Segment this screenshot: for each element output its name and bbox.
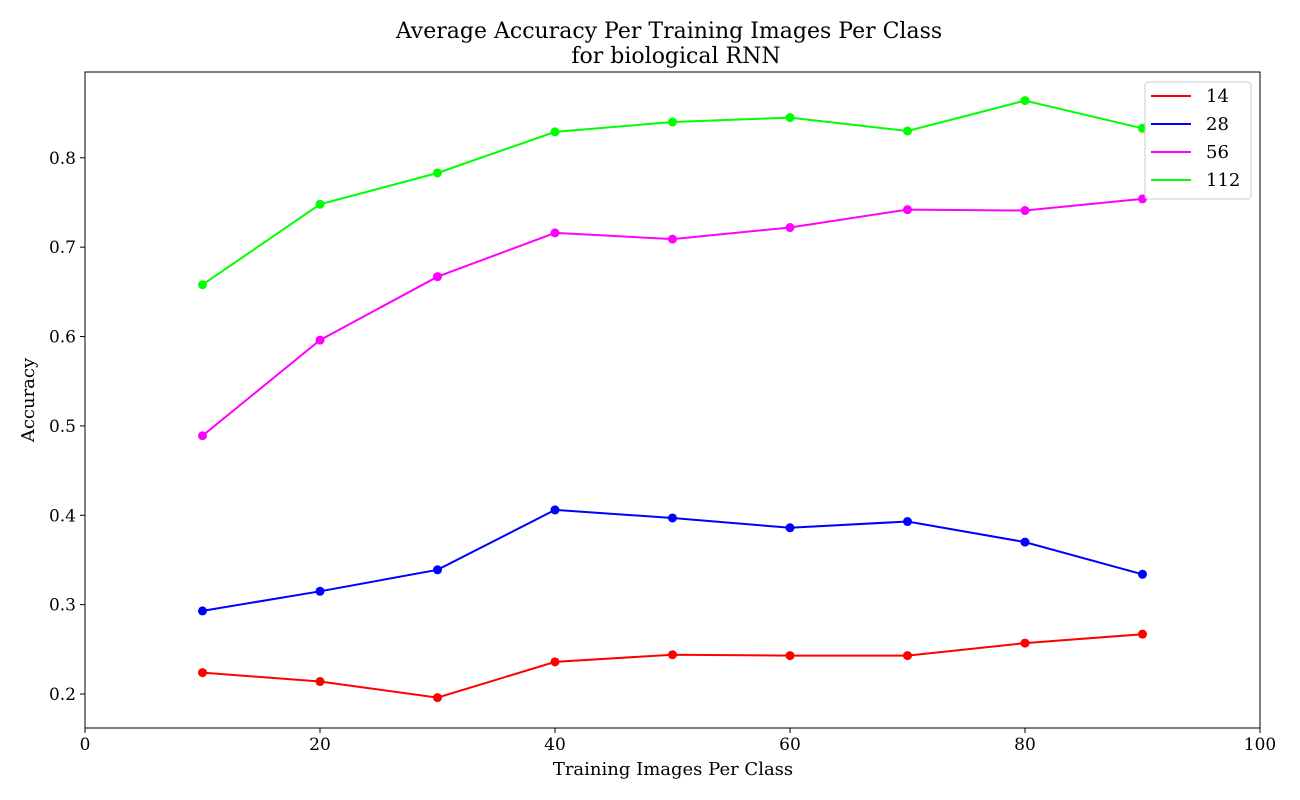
data-point xyxy=(1020,206,1030,216)
data-point xyxy=(198,431,207,441)
data-point xyxy=(1020,537,1030,547)
x-tick-label: 80 xyxy=(1014,735,1036,755)
data-point xyxy=(433,272,442,282)
x-tick-label: 60 xyxy=(779,735,801,755)
legend-item-14: 14 xyxy=(1151,86,1229,107)
data-point xyxy=(550,505,560,515)
y-tick-label: 0.6 xyxy=(49,328,76,348)
legend-label: 112 xyxy=(1206,170,1240,191)
legend-label: 56 xyxy=(1206,142,1229,163)
y-axis-label: Accuracy xyxy=(18,357,39,443)
data-point xyxy=(433,693,442,703)
data-point xyxy=(433,565,442,575)
data-point xyxy=(315,677,325,687)
series-layer xyxy=(198,96,1147,703)
series-line xyxy=(201,197,1143,437)
y-tick-label: 0.5 xyxy=(49,417,76,437)
x-tick-label: 0 xyxy=(80,735,91,755)
legend-label: 28 xyxy=(1206,114,1229,135)
data-point xyxy=(668,117,677,127)
legend-item-112: 112 xyxy=(1151,170,1240,191)
data-point xyxy=(550,127,560,137)
x-tick-label: 20 xyxy=(309,735,331,755)
series-28 xyxy=(198,505,1147,616)
data-point xyxy=(1138,629,1147,639)
series-112 xyxy=(198,96,1147,290)
data-point xyxy=(785,651,795,661)
series-56 xyxy=(198,194,1147,441)
data-point xyxy=(315,586,325,596)
series-line xyxy=(202,508,1143,612)
data-point xyxy=(903,126,912,136)
plot-area: 0 20 40 60 80 100 0.2 0.3 0.4 0.5 0.6 0.7 0.8 xyxy=(49,71,1276,755)
data-point xyxy=(903,651,912,661)
series-line xyxy=(201,99,1143,286)
data-point xyxy=(315,335,325,345)
data-point xyxy=(198,280,207,290)
plot-frame xyxy=(84,71,1261,729)
data-point xyxy=(1020,638,1030,648)
data-point xyxy=(1020,96,1030,106)
chart-title: Average Accuracy Per Training Images Per… xyxy=(395,19,942,44)
y-tick-label: 0.7 xyxy=(49,238,76,258)
x-axis-label: Training Images Per Class xyxy=(553,759,793,780)
y-tick-label: 0.4 xyxy=(49,506,76,526)
data-point xyxy=(433,168,442,178)
legend-label: 14 xyxy=(1206,86,1229,107)
series-14 xyxy=(198,629,1147,703)
data-point xyxy=(785,223,795,233)
data-point xyxy=(315,199,325,209)
data-point xyxy=(550,228,560,238)
data-point xyxy=(1138,569,1147,579)
data-point xyxy=(668,650,677,660)
data-point xyxy=(903,517,912,527)
data-point xyxy=(668,513,677,523)
legend: 14 28 56 112 xyxy=(1144,81,1252,200)
series-line xyxy=(202,633,1143,699)
data-point xyxy=(785,523,795,533)
y-tick-label: 0.3 xyxy=(49,596,76,616)
legend-item-56: 56 xyxy=(1151,142,1229,163)
data-point xyxy=(903,205,912,215)
y-tick-label: 0.8 xyxy=(49,149,76,169)
data-point xyxy=(198,668,207,678)
x-tick-label: 100 xyxy=(1244,735,1276,755)
data-point xyxy=(785,113,795,123)
legend-box xyxy=(1144,81,1252,200)
legend-item-28: 28 xyxy=(1151,114,1229,135)
chart-subtitle: for biological RNN xyxy=(571,44,780,69)
data-point xyxy=(550,657,560,667)
y-tick-label: 0.2 xyxy=(49,685,76,705)
x-tick-label: 40 xyxy=(544,735,566,755)
data-point xyxy=(668,234,677,244)
data-point xyxy=(198,606,207,616)
